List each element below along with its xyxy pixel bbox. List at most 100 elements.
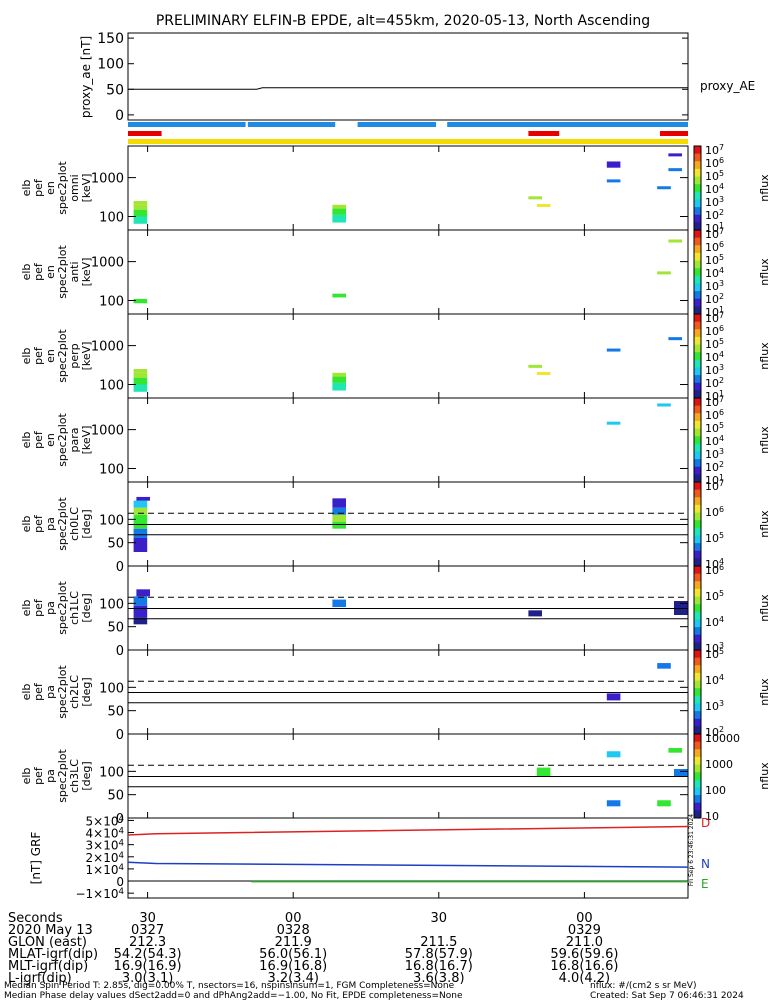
- pef-pa-spec2plot-ch2LC-ylabel-line: pef: [32, 682, 45, 701]
- pef-en-spec2plot-para-colorbar-segment: [694, 443, 701, 452]
- status-bar-blue-segment: [357, 122, 436, 127]
- pef-en-spec2plot-omni-ylabel-line: omni: [68, 174, 81, 201]
- annotation-row-value: 3.6(3.8): [413, 971, 465, 986]
- pef-pa-spec2plot-ch2LC-colorbar-label: nflux: [758, 678, 771, 706]
- pef-en-spec2plot-anti-colorbar-segment: [694, 260, 701, 269]
- pef-pa-spec2plot-ch1LC-ylabel-line: [deg]: [80, 593, 93, 622]
- pef-en-spec2plot-perp-colorbar-tick: 107: [705, 311, 724, 325]
- pef-en-spec2plot-para-ylabel-line: spec2plot: [56, 413, 69, 467]
- panel-pef-pa-spec2plot-ch2LC: 100 50 0 elb pef pa spec2plot ch2LC [deg] 105 104 1…: [20, 647, 771, 743]
- annotation-row-value: 212.3: [129, 935, 166, 950]
- panel-proxy-ae: 150 100 50 0 proxy_AE proxy_ae [nT]: [79, 31, 755, 124]
- pef-pa-spec2plot-ch0LC-colorbar-segment: [694, 558, 701, 567]
- pef-en-spec2plot-omni-cell: [606, 161, 621, 168]
- pef-en-spec2plot-perp-cell: [528, 364, 542, 368]
- footer-created: Created: Sat Sep 7 06:46:31 2024: [590, 991, 744, 1000]
- annotation-row-value: 211.0: [566, 935, 603, 950]
- pef-en-spec2plot-omni-colorbar-tick: 103: [705, 195, 724, 209]
- pef-pa-spec2plot-ch1LC-ylabel-line: spec2plot: [56, 581, 69, 635]
- bfield-ytick-label: 5×104: [86, 814, 124, 828]
- pef-pa-spec2plot-ch1LC-ylabel-line: pa: [44, 601, 57, 615]
- pef-en-spec2plot-para-ylabel-line: [keV]: [80, 426, 93, 455]
- pef-en-spec2plot-omni-cell: [668, 153, 682, 157]
- annotation-row-value: 3.2(3.4): [267, 971, 319, 986]
- annotation-row-value: 59.6(59.6): [550, 947, 618, 962]
- annotation-row-value: 16.9(16.9): [114, 959, 182, 974]
- pef-pa-spec2plot-ch0LC-colorbar-tick: 105: [705, 531, 724, 545]
- pef-pa-spec2plot-ch1LC-ytick-label: 100: [99, 597, 124, 612]
- pef-pa-spec2plot-ch1LC-colorbar-segment: [694, 581, 701, 590]
- bfield-ylabel: [nT] GRF: [29, 832, 43, 885]
- annotation-row-value: 0327: [131, 923, 164, 938]
- pef-en-spec2plot-anti-colorbar-tick: 103: [705, 279, 724, 293]
- pef-pa-spec2plot-ch0LC-ytick-label: 50: [107, 537, 124, 552]
- pef-en-spec2plot-omni-cell: [657, 186, 671, 190]
- pef-pa-spec2plot-ch1LC-ytick-label: 50: [107, 621, 124, 636]
- pef-en-spec2plot-omni-cell: [133, 216, 148, 224]
- status-bar-blue-segment: [447, 122, 688, 127]
- pef-pa-spec2plot-ch2LC-colorbar-segment: [694, 695, 701, 704]
- pef-en-spec2plot-omni-colorbar-tick: 104: [705, 182, 724, 196]
- bfield-frame: [127, 817, 689, 899]
- pef-en-spec2plot-para-colorbar-tick: 103: [705, 447, 724, 461]
- status-bar-yellow-segment: [128, 139, 688, 144]
- pef-en-spec2plot-para-ytick-label: 100: [99, 463, 124, 478]
- pef-pa-spec2plot-ch0LC-ytick-label: 0: [116, 560, 124, 575]
- pef-pa-spec2plot-ch1LC-colorbar-segment: [694, 604, 701, 613]
- pef-pa-spec2plot-ch2LC-ylabel-line: elb: [20, 684, 33, 701]
- pef-pa-spec2plot-ch0LC-ytick-label: 100: [99, 513, 124, 528]
- pef-pa-spec2plot-ch1LC-colorbar-tick: 105: [705, 589, 724, 603]
- pef-en-spec2plot-para-colorbar-tick: 104: [705, 434, 724, 448]
- annotation-row-value: 3.0(3.1): [122, 971, 174, 986]
- pef-pa-spec2plot-ch1LC-colorbar-segment: [694, 619, 701, 628]
- pef-en-spec2plot-omni-colorbar-tick: 106: [705, 156, 724, 170]
- pef-pa-spec2plot-ch3LC-colorbar-segment: [694, 734, 701, 743]
- pef-en-spec2plot-para-colorbar-tick: 102: [705, 460, 724, 474]
- pef-pa-spec2plot-ch0LC-ylabel-line: pa: [44, 517, 57, 531]
- pef-pa-spec2plot-ch1LC-colorbar-segment: [694, 588, 701, 598]
- pef-en-spec2plot-anti-colorbar-segment: [694, 291, 701, 300]
- pef-en-spec2plot-anti-colorbar-segment: [694, 237, 701, 246]
- pef-en-spec2plot-perp-colorbar-segment: [694, 375, 701, 384]
- pef-pa-spec2plot-ch0LC-ylabel-line: pef: [32, 514, 45, 533]
- pef-pa-spec2plot-ch0LC-colorbar-segment: [694, 543, 701, 552]
- pef-en-spec2plot-anti-colorbar-segment: [694, 245, 701, 254]
- proxy-ae-ytick-label: 0: [115, 108, 124, 124]
- pef-en-spec2plot-omni-ylabel-line: [keV]: [80, 174, 93, 203]
- pef-en-spec2plot-perp-colorbar-segment: [694, 314, 701, 323]
- pef-pa-spec2plot-ch3LC-ytick-label: 100: [99, 765, 124, 780]
- bfield-series-n: [127, 861, 689, 868]
- pef-pa-spec2plot-ch0LC-colorbar-segment: [694, 497, 701, 506]
- pef-en-spec2plot-omni-ylabel-line: pef: [32, 178, 45, 197]
- footer-nflux-units: nflux: #/(cm2 s sr MeV): [590, 981, 696, 991]
- pef-pa-spec2plot-ch2LC-colorbar-segment: [694, 688, 701, 697]
- pef-en-spec2plot-anti-colorbar-segment: [694, 230, 701, 239]
- pef-pa-spec2plot-ch3LC-cell: [674, 769, 688, 776]
- annotation-row-value: 16.8(16.6): [550, 959, 618, 974]
- pef-pa-spec2plot-ch1LC-ylabel-line: ch1LC: [68, 591, 81, 625]
- pef-pa-spec2plot-ch1LC-colorbar-segment: [694, 642, 701, 651]
- pef-pa-spec2plot-ch1LC-cell: [133, 617, 148, 625]
- annotation-row-value: 30: [431, 911, 448, 926]
- pef-en-spec2plot-perp-colorbar-segment: [694, 321, 701, 330]
- pef-en-spec2plot-perp-ylabel-line: spec2plot: [56, 329, 69, 383]
- pef-en-spec2plot-perp-colorbar-segment: [694, 344, 701, 353]
- pef-pa-spec2plot-ch3LC-cell: [536, 767, 551, 777]
- pef-en-spec2plot-perp-ylabel-line: elb: [20, 348, 33, 365]
- annotation-row-value: 57.8(57.9): [405, 947, 473, 962]
- pef-en-spec2plot-anti-colorbar-label: nflux: [758, 258, 771, 286]
- pef-en-spec2plot-omni-colorbar-segment: [694, 207, 701, 216]
- pef-en-spec2plot-perp-ytick-label: 100: [99, 379, 124, 394]
- pef-en-spec2plot-anti-ytick-label: 100: [99, 295, 124, 310]
- pef-pa-spec2plot-ch3LC-colorbar-segment: [694, 810, 701, 819]
- pef-pa-spec2plot-ch2LC-colorbar-tick: 104: [705, 673, 724, 687]
- pef-pa-spec2plot-ch0LC-colorbar-label: nflux: [758, 510, 771, 538]
- proxy-ae-line: [128, 87, 688, 90]
- pef-pa-spec2plot-ch2LC-colorbar-segment: [694, 703, 701, 712]
- pef-en-spec2plot-anti-colorbar-tick: 101: [705, 305, 724, 319]
- pef-en-spec2plot-omni-colorbar-segment: [694, 222, 701, 231]
- annotation-row-value: 00: [285, 911, 302, 926]
- pef-en-spec2plot-anti-colorbar-segment: [694, 268, 701, 277]
